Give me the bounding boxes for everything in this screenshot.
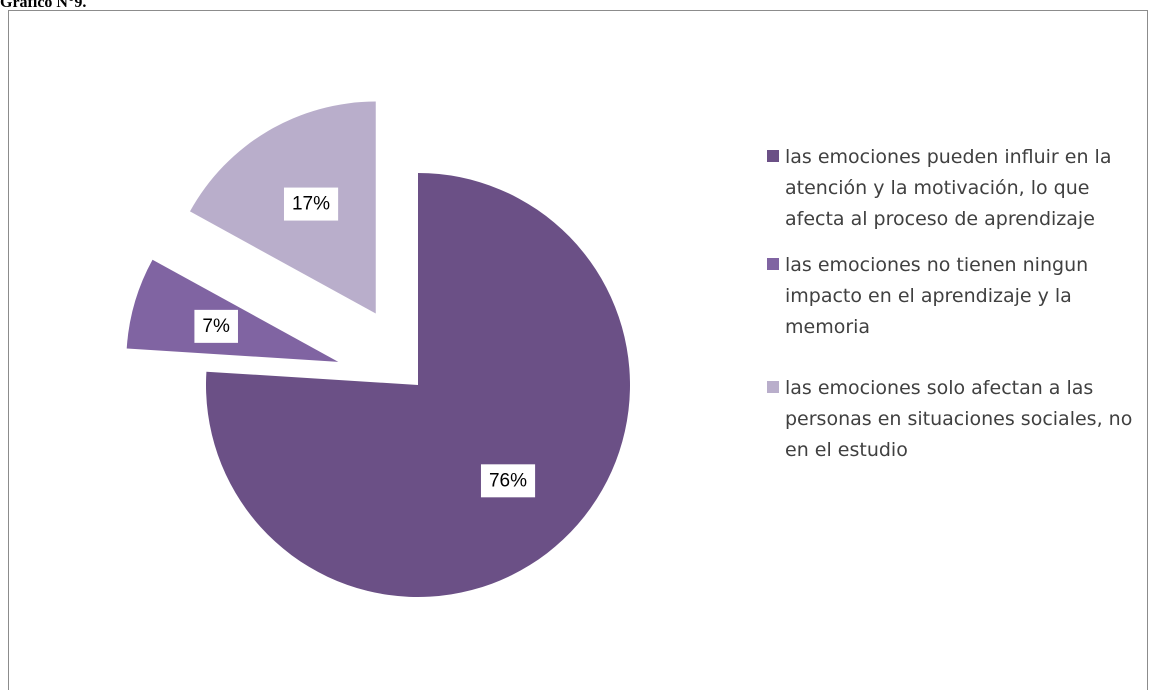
legend-swatch-0	[767, 150, 779, 162]
data-label-text-2: 17%	[292, 194, 330, 215]
pie-chart: 76% 7% 17%	[126, 101, 630, 597]
legend-label-2: las emociones solo afectan a las persona…	[785, 377, 1133, 461]
legend-swatch-1	[767, 258, 779, 270]
data-label-1: 7%	[194, 309, 238, 343]
data-label-text-1: 7%	[202, 316, 230, 337]
data-label-box-1	[194, 309, 238, 343]
legend-item-2: las emociones solo afectan a las persona…	[767, 373, 1147, 466]
data-label-box-0	[480, 464, 536, 498]
pie-slice-2	[189, 101, 376, 314]
legend-item-0: las emociones pueden influir en la atenc…	[767, 142, 1147, 235]
data-label-text-0: 76%	[489, 470, 527, 491]
legend-swatch-2	[767, 381, 779, 393]
chart-frame	[8, 10, 1148, 690]
data-label-0: 76%	[480, 464, 536, 498]
legend-label-1: las emociones no tienen ningun impacto e…	[785, 254, 1089, 338]
legend-label-0: las emociones pueden influir en la atenc…	[785, 146, 1112, 230]
data-label-box-2	[283, 187, 339, 221]
legend-item-1: las emociones no tienen ningun impacto e…	[767, 250, 1147, 343]
figure-caption: Gráfico N°9.	[0, 0, 87, 11]
legend: las emociones pueden influir en la atenc…	[767, 142, 1147, 481]
data-label-2: 17%	[283, 187, 339, 221]
